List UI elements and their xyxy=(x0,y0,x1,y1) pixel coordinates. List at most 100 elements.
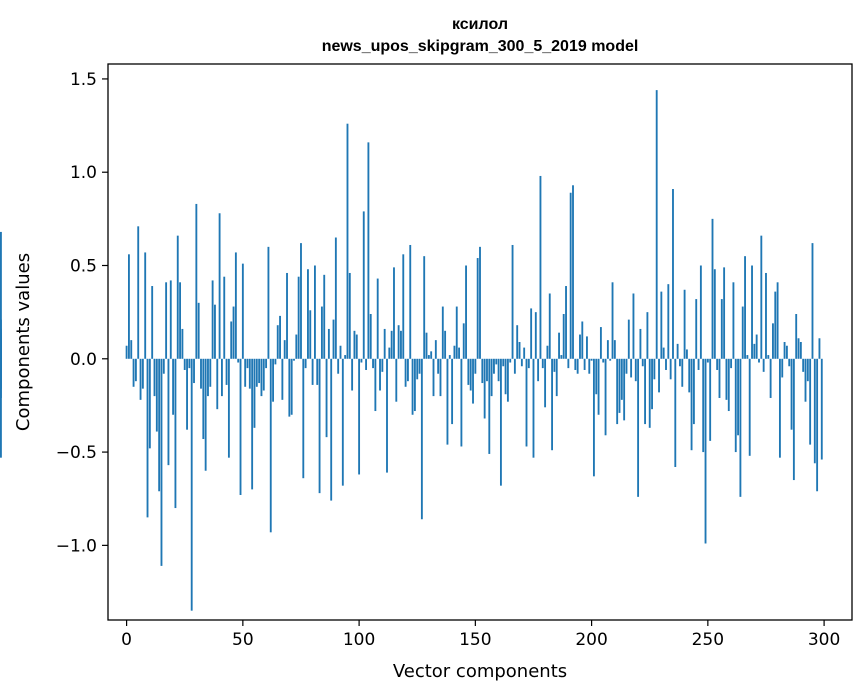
bar xyxy=(495,358,498,365)
bar xyxy=(574,358,577,370)
bar xyxy=(348,272,351,359)
bar xyxy=(776,282,779,359)
bar xyxy=(439,358,442,397)
bar xyxy=(581,321,584,359)
bar xyxy=(411,358,414,415)
bar xyxy=(576,358,579,374)
x-tick-label: 150 xyxy=(459,630,491,650)
y-tick-label: −1.0 xyxy=(56,536,97,556)
bar xyxy=(376,278,379,359)
bar xyxy=(741,306,744,359)
bar xyxy=(418,358,421,374)
bar xyxy=(572,185,574,359)
bar xyxy=(144,252,147,359)
bar xyxy=(583,358,586,370)
bar xyxy=(460,358,463,447)
bar xyxy=(125,345,128,359)
bar xyxy=(169,280,172,359)
bar xyxy=(327,328,330,359)
bar xyxy=(262,358,265,391)
bar xyxy=(681,358,684,387)
bar xyxy=(427,355,430,359)
bar xyxy=(469,358,472,391)
bar xyxy=(230,321,233,359)
bar xyxy=(434,340,437,359)
bar xyxy=(625,358,628,374)
bar xyxy=(509,358,512,363)
bar xyxy=(706,358,709,363)
bar xyxy=(672,189,674,359)
plot-frame xyxy=(107,63,853,621)
bar xyxy=(174,358,177,509)
bar xyxy=(316,358,319,385)
bar xyxy=(200,358,202,389)
bar xyxy=(204,358,207,471)
bar xyxy=(623,358,626,421)
bar xyxy=(806,358,809,382)
bar xyxy=(560,355,563,359)
bar xyxy=(799,342,802,359)
bar xyxy=(176,235,179,359)
bar xyxy=(209,358,212,387)
bar xyxy=(553,358,556,372)
bar xyxy=(562,314,565,359)
bar xyxy=(430,351,433,359)
bar xyxy=(137,226,140,359)
bar xyxy=(128,254,130,359)
bar xyxy=(609,358,612,361)
bar xyxy=(346,123,349,359)
bar xyxy=(216,358,219,410)
bar xyxy=(407,358,409,382)
bar xyxy=(606,340,609,359)
bar xyxy=(809,358,812,445)
bar xyxy=(367,142,370,359)
bar xyxy=(237,358,240,363)
bar xyxy=(339,345,342,359)
bar xyxy=(520,358,523,367)
bar xyxy=(518,342,521,359)
bar xyxy=(386,358,388,473)
bar xyxy=(374,358,377,412)
bar xyxy=(260,358,263,397)
bar xyxy=(685,349,688,359)
bar xyxy=(300,243,302,359)
bar xyxy=(323,274,326,359)
bar xyxy=(616,358,619,425)
bar xyxy=(744,256,746,359)
bar xyxy=(379,358,381,391)
bar xyxy=(716,358,719,370)
bar xyxy=(467,358,470,385)
bar xyxy=(565,286,567,359)
bar xyxy=(302,358,305,479)
bar xyxy=(504,358,507,395)
bar xyxy=(658,358,660,393)
bar xyxy=(344,355,347,359)
bar xyxy=(186,358,188,430)
bar xyxy=(139,358,142,400)
bar xyxy=(397,325,400,359)
bar xyxy=(727,358,730,412)
bar xyxy=(130,340,133,359)
x-tick-label: 200 xyxy=(575,630,607,650)
bar xyxy=(255,358,258,387)
bar xyxy=(307,269,309,359)
bar xyxy=(423,256,426,359)
x-axis-label: Vector components xyxy=(393,661,567,682)
bar xyxy=(506,358,509,402)
bar xyxy=(665,358,667,370)
bar xyxy=(351,358,354,391)
bar xyxy=(141,358,144,389)
bar xyxy=(404,358,407,387)
bar xyxy=(688,358,691,393)
bar xyxy=(279,315,281,359)
y-tick-label: 0.5 xyxy=(70,257,97,277)
bar xyxy=(774,291,777,359)
bar xyxy=(732,282,735,359)
bar xyxy=(739,358,742,497)
bar xyxy=(162,358,165,374)
bar xyxy=(737,358,739,436)
bar xyxy=(202,358,205,440)
bar xyxy=(276,325,279,359)
bar xyxy=(483,358,486,419)
bar xyxy=(709,358,712,441)
